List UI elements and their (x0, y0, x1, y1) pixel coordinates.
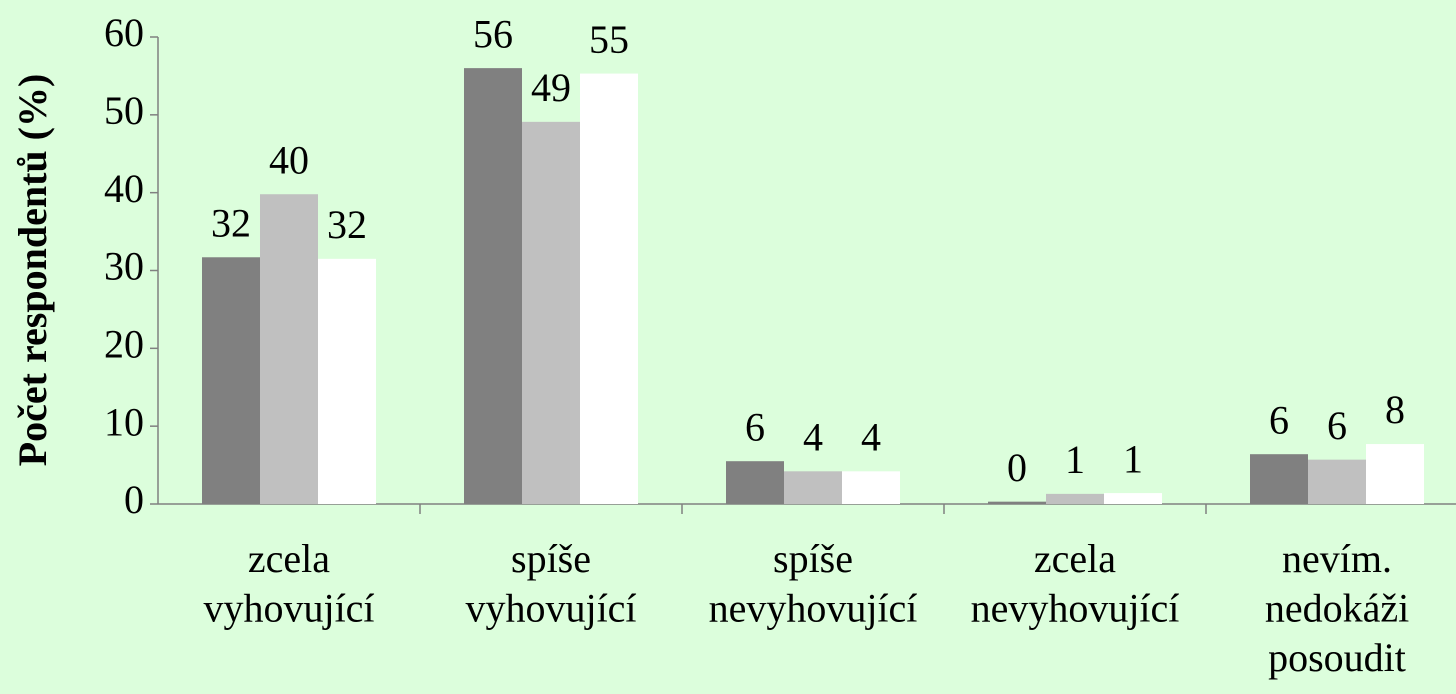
bar (260, 194, 318, 504)
bar (318, 258, 376, 504)
bar (522, 121, 580, 505)
x-tick-label-line: vyhovující (465, 586, 636, 631)
x-tick-label: zcela vyhovující (203, 536, 374, 631)
x-tick-label-line: posoudit (1268, 635, 1406, 680)
bar (842, 471, 900, 504)
y-tick-label: 20 (104, 322, 144, 367)
data-label: 8 (1385, 387, 1405, 432)
x-tick-label-line: spíše (511, 536, 591, 581)
data-label: 0 (1007, 445, 1027, 490)
x-tick-label-line: nedokáži (1265, 586, 1409, 631)
y-tick-label: 10 (104, 399, 144, 444)
bar (1104, 493, 1162, 504)
data-label: 6 (745, 404, 765, 449)
data-label: 32 (211, 200, 251, 245)
data-label: 56 (473, 11, 513, 56)
x-tick-label-line: spíše (773, 536, 853, 581)
data-label: 1 (1065, 437, 1085, 482)
data-label: 6 (1327, 403, 1347, 448)
data-label: 4 (861, 414, 881, 459)
x-tick-label-line: zcela (1034, 536, 1116, 581)
data-label: 1 (1123, 436, 1143, 481)
x-tick-label: spíše nevyhovující (709, 536, 918, 631)
data-label: 55 (589, 17, 629, 62)
bar (988, 501, 1046, 504)
bar (1308, 459, 1366, 504)
x-tick-label: zcela nevyhovující (971, 536, 1180, 631)
bar (726, 461, 784, 504)
x-tick-label-line: nevyhovující (709, 586, 918, 631)
bar (1046, 493, 1104, 504)
data-label: 49 (531, 65, 571, 110)
y-tick-label: 60 (104, 10, 144, 55)
bar (580, 73, 638, 504)
bar (464, 68, 522, 504)
y-tick-label: 40 (104, 166, 144, 211)
x-tick-label: spíše vyhovující (465, 536, 636, 631)
x-tick-label: nevím. nedokáži posoudit (1265, 536, 1409, 680)
x-tick-label-line: nevím. (1282, 536, 1392, 581)
bar (202, 257, 260, 504)
data-label: 32 (327, 202, 367, 247)
bar (1366, 444, 1424, 504)
data-label: 6 (1269, 397, 1289, 442)
y-tick-label: 50 (104, 88, 144, 133)
x-tick-label-line: zcela (248, 536, 330, 581)
y-tick-label: 0 (124, 477, 144, 522)
y-tick-label: 30 (104, 244, 144, 289)
data-label: 40 (269, 137, 309, 182)
x-tick-label-line: vyhovující (203, 586, 374, 631)
data-label: 4 (803, 414, 823, 459)
bar (784, 471, 842, 504)
y-axis-label: Počet respondentů (%) (10, 74, 55, 467)
bar (1250, 454, 1308, 504)
x-tick-label-line: nevyhovující (971, 586, 1180, 631)
